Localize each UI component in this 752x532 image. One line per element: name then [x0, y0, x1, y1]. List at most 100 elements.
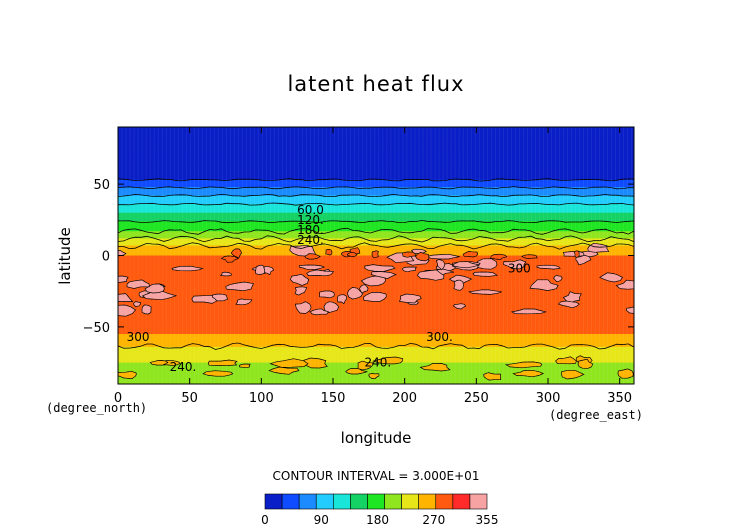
southern-patch: [419, 363, 451, 372]
contour-band: [118, 191, 634, 194]
contour-band: [118, 149, 634, 152]
contour-band: [118, 189, 634, 192]
contour-band: [118, 152, 634, 155]
contour-band: [118, 335, 634, 338]
contour-band: [118, 362, 634, 365]
contour-line: [118, 220, 634, 224]
contour-band: [118, 144, 634, 147]
high-flux-patch: [587, 242, 610, 253]
high-flux-patch: [557, 300, 580, 309]
contour-band: [118, 138, 634, 141]
high-flux-patch: [417, 269, 445, 281]
contour-band: [118, 358, 634, 361]
southern-patch: [207, 359, 238, 366]
colorbar-swatch: [281, 493, 300, 510]
contour-band: [118, 325, 634, 328]
contour-band: [118, 184, 634, 187]
southern-patch: [372, 356, 404, 365]
contour-band: [118, 339, 634, 342]
contour-label: 300.: [426, 330, 453, 344]
contour-band: [118, 169, 634, 172]
y-tick-label: 0: [102, 250, 110, 265]
contour-band: [118, 326, 634, 329]
contour-band: [118, 179, 634, 182]
contour-band: [118, 285, 634, 288]
contour-line: [118, 342, 634, 350]
contour-band: [118, 136, 634, 140]
high-flux-patch: [448, 274, 473, 284]
y-unit-label: (degree_north): [46, 401, 147, 415]
contour-band: [118, 378, 634, 381]
contour-band: [118, 176, 634, 179]
high-flux-patch: [401, 266, 418, 273]
contour-band: [118, 355, 634, 358]
x-tick-label: 100: [249, 391, 274, 406]
contour-band: [118, 142, 634, 145]
x-tick-label: 150: [321, 391, 346, 406]
contour-band: [118, 232, 634, 235]
contour-band: [118, 341, 634, 344]
southern-patch: [268, 366, 300, 375]
low-flux-patch: [325, 248, 333, 256]
contour-line: [118, 242, 634, 250]
contour-band: [118, 146, 634, 150]
southern-patch: [202, 370, 234, 377]
contour-band: [118, 332, 634, 335]
colorbar-tick-label: 270: [422, 513, 445, 527]
contour-band: [118, 261, 634, 264]
x-tick-label: 350: [607, 391, 632, 406]
contour-band: [118, 382, 634, 384]
contour-band: [118, 379, 634, 382]
colorbar-swatch: [350, 493, 368, 510]
contour-band: [118, 162, 634, 165]
low-flux-patch: [220, 255, 240, 263]
contour-band: [118, 242, 634, 245]
low-flux-patch: [371, 250, 379, 259]
low-flux-patch: [304, 253, 321, 260]
colorbar-swatch: [435, 493, 454, 510]
southern-patch: [149, 360, 169, 366]
southern-patch: [617, 368, 634, 379]
high-flux-patch: [575, 254, 592, 266]
contour-band: [118, 128, 634, 131]
contour-band: [118, 238, 634, 241]
contour-band: [118, 164, 634, 167]
high-flux-patch: [562, 291, 582, 304]
contour-band: [118, 354, 634, 357]
contour-band: [118, 188, 634, 191]
contour-band: [118, 369, 634, 372]
high-flux-patch: [510, 308, 547, 315]
contour-band: [118, 216, 634, 219]
x-unit-label: (degree_east): [549, 408, 643, 422]
contour-band: [118, 329, 634, 332]
contour-line: [118, 202, 634, 206]
x-tick-label: 200: [392, 391, 417, 406]
y-tick-label: 50: [93, 178, 110, 193]
southern-patch: [577, 358, 594, 370]
contour-band: [118, 215, 634, 218]
contour-band: [118, 159, 634, 162]
contour-band: [118, 319, 634, 322]
contour-band: [118, 248, 634, 251]
high-flux-patch: [118, 275, 129, 283]
x-tick-label: 250: [464, 391, 489, 406]
contour-band: [118, 174, 634, 177]
contour-band: [118, 336, 634, 339]
contour-band: [118, 364, 634, 367]
high-flux-patch: [133, 301, 142, 307]
contour-band: [118, 165, 634, 168]
high-flux-patch: [144, 283, 165, 294]
contour-line: [118, 235, 634, 243]
high-flux-patch: [219, 271, 232, 277]
contour-band: [118, 334, 634, 337]
contour-band: [118, 324, 634, 327]
contour-band: [118, 214, 634, 217]
contour-band: [118, 201, 634, 204]
colorbar-swatch: [452, 493, 471, 510]
contour-band: [118, 306, 634, 309]
contour-band: [118, 231, 634, 234]
contour-band: [118, 208, 634, 211]
contour-band: [118, 148, 634, 151]
southern-patch: [483, 372, 502, 381]
contour-band: [118, 212, 634, 215]
